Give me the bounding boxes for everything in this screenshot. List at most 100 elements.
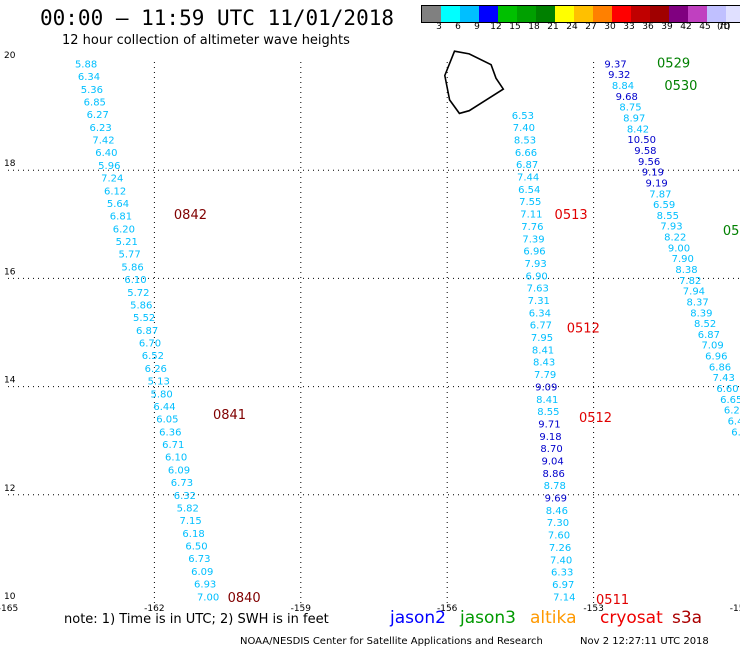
legend-cryosat: cryosat xyxy=(600,608,663,628)
y-tick-label: 12 xyxy=(4,484,15,494)
colorbar-swatch xyxy=(536,6,555,22)
wave-height-label: 5.21 xyxy=(116,237,138,248)
colorbar-label: 21 xyxy=(547,22,559,32)
x-tick-label: -165 xyxy=(0,604,18,614)
wave-height-label: 5.80 xyxy=(150,389,172,400)
colorbar-swatch xyxy=(650,6,669,22)
pass-time-label: 0530 xyxy=(664,79,697,94)
wave-height-label: 6.09 xyxy=(168,465,190,476)
wave-height-label: 9.71 xyxy=(538,419,560,430)
wave-height-label: 6.53 xyxy=(512,111,534,122)
wave-height-label: 6.86 xyxy=(709,362,731,373)
wave-height-label: 6.96 xyxy=(523,247,545,258)
footer-note: note: 1) Time is in UTC; 2) SWH is in fe… xyxy=(64,612,329,627)
wave-height-label: 9.37 xyxy=(604,59,626,70)
wave-height-label: 7.40 xyxy=(513,123,535,134)
wave-height-label: 5.72 xyxy=(127,288,149,299)
colorbar-label: 39 xyxy=(661,22,673,32)
wave-height-label: 7.09 xyxy=(701,341,723,352)
colorbar-swatch xyxy=(479,6,498,22)
wave-height-label: 6.34 xyxy=(529,308,551,319)
wave-height-label: 7.82 xyxy=(679,276,701,287)
wave-height-label: 6.36 xyxy=(159,427,181,438)
wave-height-label: 6.65 xyxy=(720,395,740,406)
colorbar-unit: (ft) xyxy=(717,22,731,32)
wave-height-label: 6.23 xyxy=(89,123,111,134)
wave-height-label: 7.55 xyxy=(519,197,541,208)
wave-height-label: 9.56 xyxy=(638,157,660,168)
colorbar-label: 33 xyxy=(623,22,635,32)
wave-height-label: 7.60 xyxy=(548,531,570,542)
wave-height-label: 6.59 xyxy=(653,200,675,211)
wave-height-label: 8.42 xyxy=(627,124,649,135)
wave-height-label: 6.81 xyxy=(110,212,132,223)
wave-height-label: 7.43 xyxy=(713,373,735,384)
wave-height-label: 6.29 xyxy=(724,406,740,417)
wave-height-label: 7.31 xyxy=(528,296,550,307)
wave-height-label: 7.90 xyxy=(672,254,694,265)
y-tick-label: 20 xyxy=(4,51,16,61)
colorbar-label: 3 xyxy=(436,22,442,32)
wave-height-label: 6.52 xyxy=(142,351,164,362)
colorbar-swatch xyxy=(555,6,574,22)
wave-height-label: 9.58 xyxy=(634,146,656,157)
x-tick-label: -156 xyxy=(437,604,458,614)
wave-height-label: 6.87 xyxy=(516,160,538,171)
x-tick-label: -159 xyxy=(291,604,312,614)
wave-height-label: 5.96 xyxy=(98,161,120,172)
wave-height-label: 8.75 xyxy=(619,103,641,114)
wave-height-label: 7.39 xyxy=(522,234,544,245)
wave-height-label: 6.96 xyxy=(705,352,727,363)
wave-height-label: 6.20 xyxy=(113,224,135,235)
pass-time-label: 0842 xyxy=(174,208,207,223)
wave-height-label: 6.05 xyxy=(156,415,178,426)
colorbar-swatch xyxy=(422,6,441,22)
colorbar-swatch xyxy=(498,6,517,22)
colorbar-label: 45 xyxy=(699,22,711,32)
wave-height-label: 7.26 xyxy=(549,543,571,554)
wave-height-label: 7.14 xyxy=(553,592,575,603)
wave-height-label: 6.70 xyxy=(139,339,161,350)
wave-height-label: 8.46 xyxy=(546,506,568,517)
wave-height-label: 6.27 xyxy=(87,110,109,121)
wave-height-label: 6.90 xyxy=(526,271,548,282)
chart-subtitle: 12 hour collection of altimeter wave hei… xyxy=(62,33,350,48)
colorbar-label: 70 xyxy=(718,22,730,32)
colorbar-label: 42 xyxy=(680,22,692,32)
colorbar-label: 24 xyxy=(566,22,578,32)
wave-height-label: 5.36 xyxy=(81,85,103,96)
wave-height-label: 7.94 xyxy=(683,287,705,298)
wave-height-label: 6.73 xyxy=(188,554,210,565)
wave-height-label: 5.64 xyxy=(107,199,129,210)
wave-height-label: 9.32 xyxy=(608,70,630,81)
colorbar-swatch xyxy=(669,6,688,22)
colorbar-swatch xyxy=(441,6,460,22)
colorbar xyxy=(421,5,740,23)
wave-height-label: 9.19 xyxy=(645,178,667,189)
colorbar-swatch xyxy=(688,6,707,22)
wave-height-label: 8.84 xyxy=(612,81,634,92)
wave-height-label: 8.37 xyxy=(687,297,709,308)
wave-height-label: 6.54 xyxy=(518,185,540,196)
chart-title: 00:00 – 11:59 UTC 11/01/2018 xyxy=(40,6,395,30)
wave-height-label: 6.93 xyxy=(194,580,216,591)
wave-height-label: 6.50 xyxy=(185,542,207,553)
wave-height-label: 8.70 xyxy=(540,444,562,455)
wave-height-label: 6.34 xyxy=(78,72,100,83)
wave-height-label: 8.43 xyxy=(533,358,555,369)
colorbar-label: 27 xyxy=(585,22,597,32)
wave-height-label: 7.00 xyxy=(197,592,219,603)
legend-altika: altika xyxy=(530,608,577,628)
wave-height-label: 7.30 xyxy=(547,518,569,529)
colorbar-label: 15 xyxy=(509,22,521,32)
wave-height-label: 6.66 xyxy=(515,148,537,159)
colorbar-swatch xyxy=(707,6,726,22)
wave-height-label: 6.87 xyxy=(136,326,158,337)
wave-height-label: 9.04 xyxy=(541,456,563,467)
wave-height-label: 8.55 xyxy=(537,407,559,418)
legend-jason3: jason3 xyxy=(460,608,516,628)
pass-time-label: 0529 xyxy=(657,56,690,71)
wave-height-label: 5.77 xyxy=(119,250,141,261)
wave-height-label: 7.40 xyxy=(550,555,572,566)
legend-jason2: jason2 xyxy=(390,608,446,628)
